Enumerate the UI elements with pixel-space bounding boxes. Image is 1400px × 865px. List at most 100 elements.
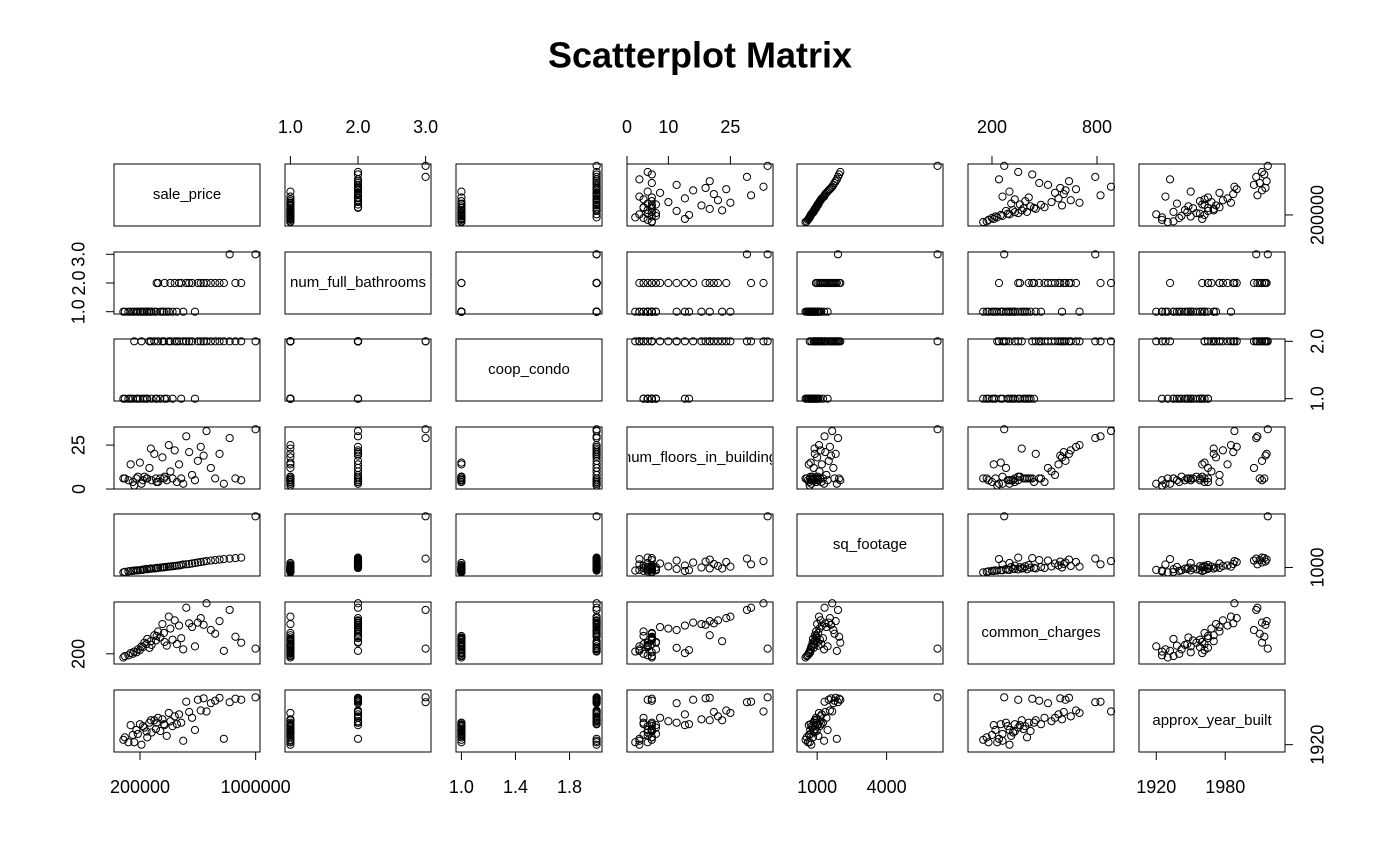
point [120, 474, 129, 483]
point [831, 177, 840, 186]
point [1207, 467, 1216, 476]
point [251, 644, 260, 653]
point [1057, 201, 1067, 210]
x-tick-label: 10 [658, 117, 678, 137]
point [833, 698, 843, 707]
point [1175, 307, 1184, 316]
point [1200, 562, 1209, 572]
point [1096, 191, 1105, 200]
point [146, 716, 155, 725]
point [1253, 432, 1262, 441]
point [457, 718, 466, 727]
panel-border [284, 338, 432, 402]
point [1054, 460, 1063, 469]
point [819, 736, 829, 745]
point [138, 307, 148, 316]
point [286, 738, 295, 747]
point [286, 337, 295, 346]
point [1031, 449, 1040, 458]
point [643, 725, 652, 735]
point [763, 161, 772, 171]
point [170, 278, 179, 288]
point [1096, 337, 1105, 346]
point [982, 217, 991, 226]
point [1091, 554, 1100, 563]
point [664, 278, 673, 288]
point [1257, 638, 1267, 647]
point [1015, 394, 1025, 403]
point [680, 194, 690, 203]
point [824, 456, 833, 465]
point [353, 449, 363, 458]
point [993, 738, 1002, 747]
point [1043, 180, 1053, 189]
panel-border [626, 689, 774, 753]
point [1010, 474, 1019, 483]
point [286, 729, 295, 739]
point [833, 250, 843, 259]
point [231, 554, 240, 563]
point [1260, 278, 1269, 288]
panel-border [1138, 163, 1286, 227]
point [989, 307, 998, 316]
point [168, 722, 177, 731]
point [286, 628, 295, 638]
point [1017, 444, 1026, 453]
point [1015, 721, 1025, 730]
point [1172, 199, 1182, 208]
point [1200, 474, 1209, 483]
point [635, 175, 644, 184]
point [1000, 161, 1009, 171]
point [1000, 512, 1009, 521]
x-tick-label: 25 [720, 117, 740, 137]
point [1050, 559, 1060, 568]
x-tick-label: 1.0 [278, 117, 303, 137]
point [1064, 337, 1074, 346]
panel-border [455, 426, 603, 490]
point [421, 644, 430, 653]
point [124, 394, 133, 403]
point [1014, 337, 1023, 346]
point [592, 425, 601, 434]
panel-border [455, 513, 603, 577]
point [215, 337, 224, 346]
point [130, 307, 139, 316]
point [286, 716, 295, 725]
point [286, 463, 295, 473]
point [286, 637, 295, 646]
point [697, 619, 706, 629]
point [353, 188, 363, 197]
point [421, 337, 430, 346]
point [763, 644, 772, 653]
point [655, 559, 665, 568]
point [159, 337, 168, 346]
point [1071, 278, 1081, 288]
point [722, 614, 731, 623]
point [166, 278, 175, 288]
point [647, 278, 656, 288]
point [689, 558, 698, 567]
point [353, 337, 363, 346]
point [647, 562, 656, 572]
point [162, 731, 171, 740]
point [457, 722, 466, 731]
point [1163, 394, 1172, 403]
point [647, 564, 656, 574]
point [989, 394, 998, 403]
point [1057, 715, 1067, 724]
point [124, 651, 133, 660]
panel: sale_price [113, 163, 261, 227]
panel-border [1138, 426, 1286, 490]
point [1075, 198, 1084, 207]
point [237, 476, 246, 485]
point [1036, 562, 1046, 572]
point [457, 460, 466, 469]
point [1215, 622, 1224, 632]
point [709, 619, 718, 628]
point [1106, 337, 1116, 346]
point [639, 627, 648, 636]
point [353, 646, 363, 655]
point [1021, 394, 1030, 403]
point [153, 713, 163, 722]
variable-label: num_floors_in_building [623, 449, 777, 466]
